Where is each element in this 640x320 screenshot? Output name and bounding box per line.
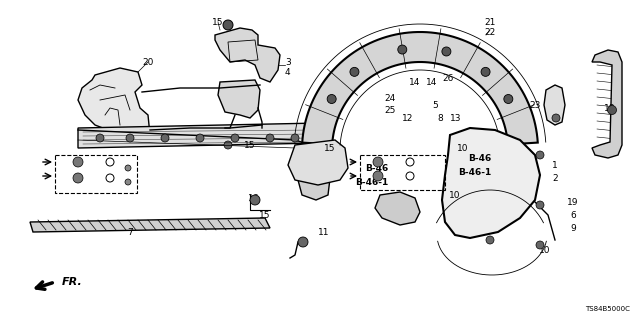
Circle shape (536, 151, 544, 159)
Text: 21: 21 (484, 18, 496, 27)
Circle shape (231, 134, 239, 142)
Circle shape (224, 141, 232, 149)
Circle shape (125, 179, 131, 185)
Polygon shape (544, 85, 565, 125)
Polygon shape (30, 218, 270, 232)
Polygon shape (215, 28, 280, 82)
Text: 14: 14 (410, 77, 420, 86)
Text: B-46: B-46 (365, 164, 388, 172)
Circle shape (504, 94, 513, 103)
Circle shape (481, 68, 490, 76)
Polygon shape (78, 123, 320, 148)
Text: 12: 12 (403, 114, 413, 123)
Text: 20: 20 (142, 58, 154, 67)
Polygon shape (510, 148, 535, 200)
Text: 24: 24 (385, 93, 396, 102)
Polygon shape (78, 68, 150, 140)
Polygon shape (375, 192, 420, 225)
Text: 9: 9 (570, 223, 576, 233)
Text: 3: 3 (285, 58, 291, 67)
Circle shape (442, 47, 451, 56)
Circle shape (373, 171, 383, 181)
Polygon shape (218, 80, 260, 118)
Circle shape (125, 165, 131, 171)
Circle shape (607, 106, 616, 115)
Circle shape (398, 45, 407, 54)
Text: B-46: B-46 (468, 154, 492, 163)
Polygon shape (592, 50, 622, 158)
Circle shape (73, 173, 83, 183)
Circle shape (73, 157, 83, 167)
Text: 16: 16 (248, 194, 259, 203)
Text: 11: 11 (318, 228, 330, 236)
Text: FR.: FR. (62, 277, 83, 287)
Circle shape (373, 157, 383, 167)
Circle shape (161, 134, 169, 142)
Text: 1: 1 (552, 161, 558, 170)
Circle shape (250, 195, 260, 205)
Circle shape (350, 68, 359, 76)
Text: 13: 13 (451, 114, 461, 123)
Text: 23: 23 (529, 100, 541, 109)
Circle shape (552, 114, 560, 122)
Circle shape (298, 237, 308, 247)
Circle shape (327, 94, 336, 103)
Text: 25: 25 (384, 106, 396, 115)
Text: B-46-1: B-46-1 (355, 178, 388, 187)
Circle shape (126, 134, 134, 142)
Text: 4: 4 (285, 68, 291, 76)
Text: 18: 18 (604, 103, 616, 113)
Text: B-46-1: B-46-1 (458, 167, 492, 177)
Circle shape (536, 241, 544, 249)
Text: 19: 19 (567, 197, 579, 206)
Text: 5: 5 (432, 100, 438, 109)
Circle shape (96, 134, 104, 142)
Text: 10: 10 (540, 245, 551, 254)
Polygon shape (442, 128, 540, 238)
Circle shape (536, 201, 544, 209)
Text: 2: 2 (552, 173, 558, 182)
Polygon shape (302, 32, 538, 144)
Polygon shape (288, 140, 348, 185)
Circle shape (223, 20, 233, 30)
Text: 22: 22 (484, 28, 495, 36)
Text: 15: 15 (212, 18, 224, 27)
Text: 26: 26 (442, 74, 454, 83)
Circle shape (196, 134, 204, 142)
Circle shape (291, 134, 299, 142)
Text: 10: 10 (449, 190, 461, 199)
Text: 7: 7 (127, 228, 133, 236)
Text: TS84B5000C: TS84B5000C (585, 306, 630, 312)
Text: 15: 15 (324, 143, 336, 153)
Text: 8: 8 (437, 114, 443, 123)
Text: 6: 6 (570, 211, 576, 220)
Text: 14: 14 (426, 77, 438, 86)
Circle shape (486, 236, 494, 244)
Text: 10: 10 (457, 143, 468, 153)
Polygon shape (298, 148, 332, 200)
Circle shape (266, 134, 274, 142)
Text: 15: 15 (259, 211, 271, 220)
Text: 15: 15 (244, 140, 256, 149)
